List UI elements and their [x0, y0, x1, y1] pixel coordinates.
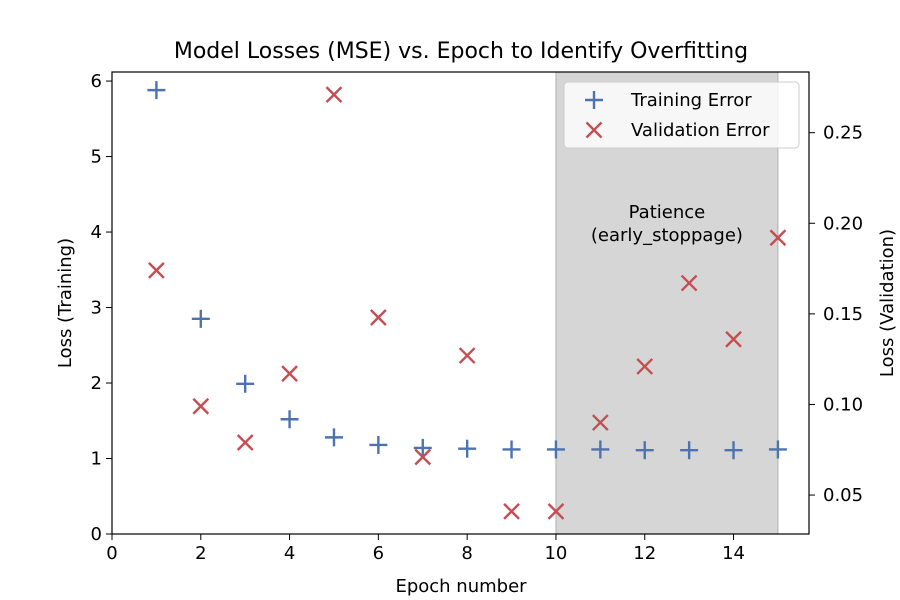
y-left-tick-label: 2: [91, 373, 102, 394]
x-tick-label: 12: [633, 543, 656, 564]
chart-title: Model Losses (MSE) vs. Epoch to Identify…: [174, 39, 748, 64]
training-error-point: [280, 410, 299, 429]
validation-error-point: [547, 503, 565, 520]
training-error-point: [413, 438, 432, 457]
y-right-tick-label: 0.20: [823, 213, 863, 234]
training-error-point: [591, 440, 610, 459]
y-right-tick-label: 0.25: [823, 123, 863, 144]
legend-plus-icon: [585, 91, 603, 109]
training-error-point: [768, 440, 787, 459]
x-tick-label: 6: [373, 543, 384, 564]
training-error-point: [191, 309, 210, 328]
legend-x-icon: [585, 121, 603, 139]
legend-label-validation: Validation Error: [631, 120, 770, 141]
training-error-point: [147, 81, 166, 100]
y-left-tick-label: 5: [91, 147, 102, 168]
x-axis-ticks: 0 2 4 6 8 10 12 14: [106, 534, 745, 564]
validation-error-point: [769, 229, 787, 247]
training-error-point: [724, 441, 743, 460]
validation-error-point: [725, 330, 742, 348]
x-tick-label: 14: [722, 543, 745, 564]
x-tick-label: 8: [461, 543, 472, 564]
y-left-tick-label: 0: [91, 524, 102, 545]
y-right-tick-label: 0.05: [823, 485, 863, 506]
x-tick-label: 0: [106, 543, 117, 564]
y-left-tick-label: 4: [91, 222, 102, 243]
y-left-tick-label: 1: [91, 449, 102, 470]
x-tick-label: 2: [195, 543, 206, 564]
y-right-axis-label: Loss (Validation): [877, 229, 898, 377]
validation-error-point: [414, 448, 432, 466]
training-error-point: [324, 428, 343, 447]
annotation-line-1: Patience: [629, 202, 706, 223]
validation-error-point: [148, 262, 165, 279]
y-left-tick-label: 6: [91, 71, 102, 92]
training-error-point: [680, 441, 699, 460]
x-tick-label: 10: [544, 543, 567, 564]
y-left-axis-ticks: 0 1 2 3 4 5 6: [91, 71, 112, 545]
validation-error-point: [636, 358, 654, 375]
validation-error-point: [325, 86, 343, 103]
legend-label-training: Training Error: [630, 90, 752, 111]
training-error-point: [635, 441, 654, 460]
training-error-point: [546, 440, 565, 459]
y-right-tick-label: 0.15: [823, 304, 863, 325]
training-error-point: [502, 440, 521, 459]
legend-marker-training: [585, 91, 603, 109]
annotation-line-2: (early_stoppage): [591, 225, 743, 246]
validation-error-point: [281, 365, 298, 383]
validation-error-point: [591, 414, 609, 431]
training-error-point: [369, 435, 388, 454]
x-axis-label: Epoch number: [395, 576, 527, 597]
patience-shaded-region: [555, 71, 779, 535]
data-points: [147, 81, 787, 520]
legend-marker-validation: [585, 121, 603, 139]
validation-error-point: [370, 309, 387, 326]
validation-error-point: [503, 503, 520, 520]
validation-error-point: [680, 274, 698, 292]
legend-box: [563, 81, 800, 149]
y-right-axis-ticks: 0.05 0.10 0.15 0.20 0.25: [809, 123, 863, 506]
validation-error-point: [458, 347, 476, 364]
legend: Training Error Validation Error: [563, 81, 800, 149]
training-error-point: [458, 439, 477, 458]
axes-frame: [111, 71, 810, 535]
y-right-tick-label: 0.10: [823, 394, 863, 415]
y-left-tick-label: 3: [91, 298, 102, 319]
x-tick-label: 4: [284, 543, 295, 564]
validation-error-point: [236, 434, 254, 451]
validation-error-point: [192, 397, 210, 415]
y-left-axis-label: Loss (Training): [55, 238, 76, 368]
training-error-point: [236, 374, 255, 393]
